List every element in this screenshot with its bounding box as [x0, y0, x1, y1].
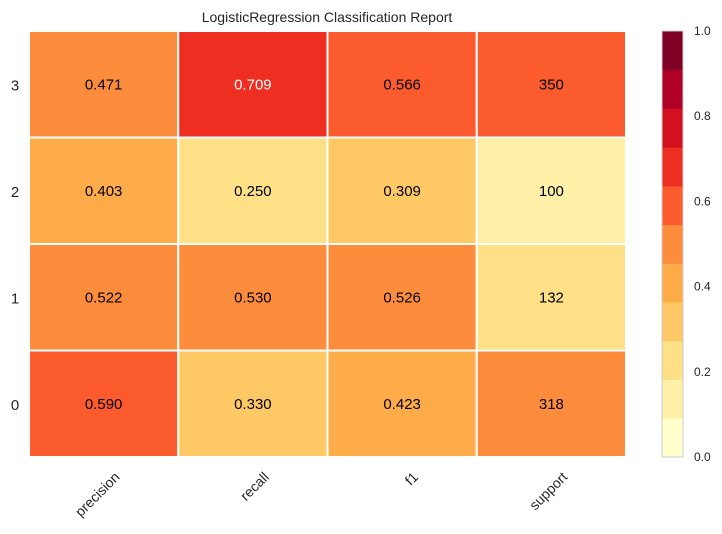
colorbar-segment [662, 263, 683, 303]
colorbar-segment [662, 340, 683, 381]
colorbar-segment [662, 379, 683, 419]
cell-value-label: 0.403 [85, 183, 123, 200]
cell-value-label: 132 [539, 289, 564, 306]
heatmap-cell [326, 30, 478, 139]
heatmap-cell [177, 349, 329, 458]
chart-title: LogisticRegression Classification Report [202, 9, 453, 25]
cell-value-label: 0.530 [234, 289, 272, 306]
cell-value-label: 0.309 [383, 183, 421, 200]
heatmap-cell [475, 349, 627, 458]
cell-value-label: 0.471 [85, 76, 123, 93]
colorbar-tick-label: 0.4 [694, 280, 711, 294]
cell-value-label: 100 [539, 183, 564, 200]
colorbar-segment [662, 31, 683, 71]
x-tick-label: recall [237, 469, 272, 504]
x-tick-labels: precision recall f1 support [72, 469, 571, 520]
cell-value-label: 0.250 [234, 183, 272, 200]
cell-value-label: 0.330 [234, 396, 272, 413]
colorbar-tick-label: 0.6 [694, 194, 711, 208]
colorbar-segment [662, 108, 683, 148]
cell-value-label: 0.566 [383, 76, 421, 93]
y-tick-labels: 3 2 1 0 [11, 77, 19, 414]
cell-value-label: 0.709 [234, 76, 272, 93]
heatmap-cell [28, 349, 180, 458]
heatmap-cell [475, 243, 627, 352]
colorbar-segment [662, 69, 683, 109]
cell-value-label: 318 [539, 396, 564, 413]
x-tick-label: support [526, 469, 570, 513]
colorbar-frame [661, 30, 684, 458]
x-tick-label: precision [72, 469, 123, 520]
cell-value-label: 0.522 [85, 289, 123, 306]
cell-value-label: 0.590 [85, 396, 123, 413]
colorbar-tick-label: 0.2 [694, 365, 711, 379]
colorbar-segment [662, 302, 683, 342]
y-tick-label: 2 [11, 184, 19, 201]
colorbar-segment [662, 147, 683, 187]
heatmap-cell [177, 30, 329, 139]
heatmap-cell [177, 243, 329, 352]
colorbar-tick-label: 0.0 [694, 450, 711, 464]
y-tick-label: 1 [11, 290, 19, 307]
heatmap-cell [28, 30, 180, 139]
colorbar-tick-label: 0.8 [694, 109, 711, 123]
cell-value-label: 0.526 [383, 289, 421, 306]
colorbar: 0.0 0.2 0.4 0.6 0.8 1.0 [661, 24, 711, 464]
heatmap-cell [475, 136, 627, 245]
cell-value-label: 0.423 [383, 396, 421, 413]
y-tick-label: 3 [11, 77, 19, 94]
cell-value-label: 350 [539, 76, 564, 93]
heatmap-cell [177, 136, 329, 245]
heatmap-cell [475, 30, 627, 139]
heatmap-cells: 0.471 0.709 0.566 350 0.403 0.250 0.309 100 0.52… [28, 30, 627, 458]
colorbar-tick-label: 1.0 [694, 24, 711, 38]
colorbar-segment [662, 185, 683, 226]
colorbar-segment [662, 224, 683, 264]
y-tick-label: 0 [11, 397, 19, 414]
x-tick-label: f1 [402, 469, 422, 489]
colorbar-segment [662, 418, 683, 458]
